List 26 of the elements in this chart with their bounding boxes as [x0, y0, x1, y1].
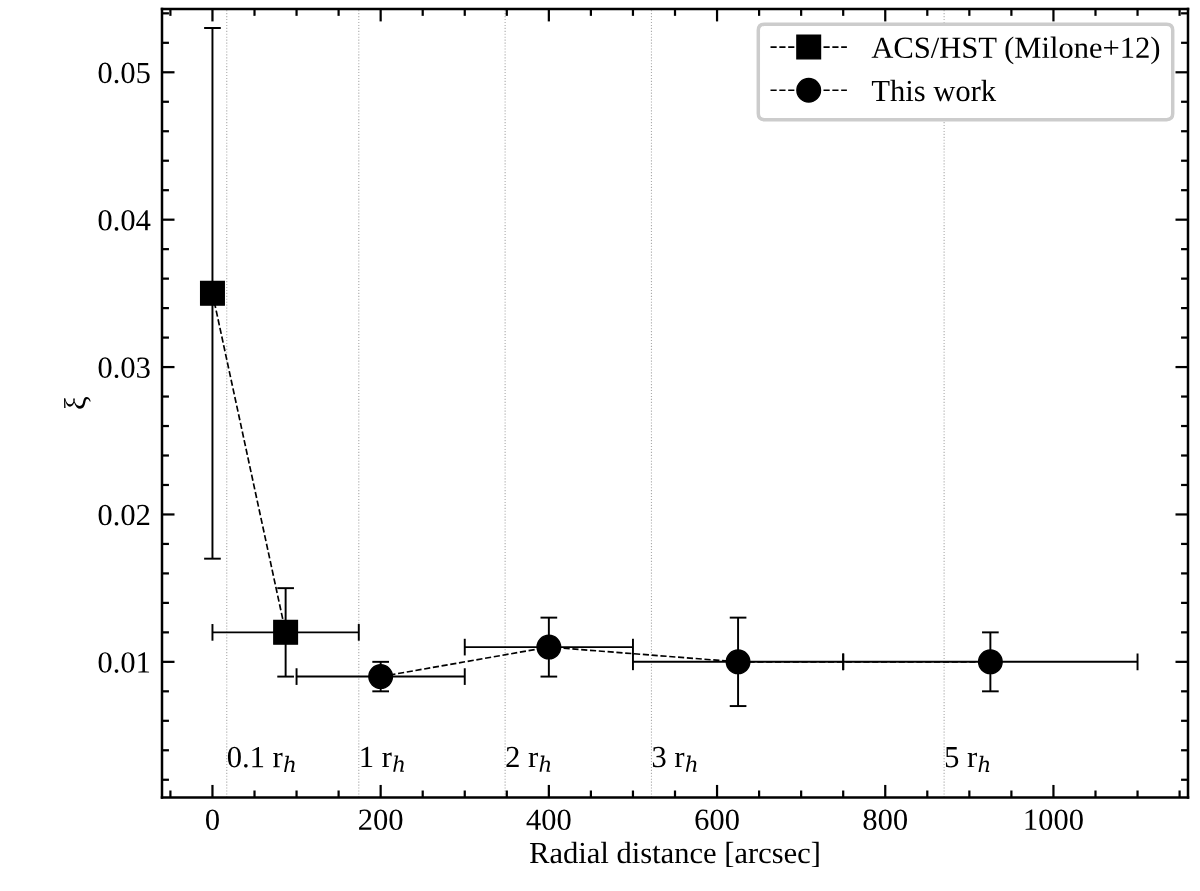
ref-line-label: 2 r$_{h}$ — [506, 746, 551, 772]
y-tick-label: 0.04 — [98, 209, 151, 231]
x-tick-label: 400 — [526, 809, 571, 831]
ref-line-label: 3 r$_{h}$ — [652, 746, 697, 772]
legend-label: This work — [871, 79, 997, 102]
point — [273, 619, 299, 645]
x-tick-label: 600 — [695, 809, 739, 831]
x-tick-label: 1000 — [1025, 809, 1083, 831]
y-tick-label: 0.05 — [98, 62, 150, 84]
x-tick-label: 0 — [205, 809, 219, 831]
y-tick-label: 0.03 — [98, 357, 150, 379]
ref-line-label: 5 r$_{h}$ — [945, 747, 990, 772]
point — [199, 280, 225, 306]
ref-line-label: 0.1 r$_{h}$ — [227, 746, 295, 772]
y-tick-label: 0.02 — [98, 504, 150, 526]
y-axis-title: ξ — [64, 397, 91, 409]
point — [977, 649, 1003, 675]
x-tick-label: 200 — [359, 809, 403, 831]
point — [536, 634, 562, 660]
point — [725, 649, 751, 675]
y-tick-label: 0.01 — [98, 652, 150, 673]
point — [368, 664, 394, 690]
x-axis-title: Radial distance [arcsec] — [529, 841, 819, 868]
x-tick-label: 800 — [863, 809, 907, 831]
ref-line-label: 1 r$_{h}$ — [361, 746, 404, 772]
legend-label: ACS/HST (Milone+12) — [871, 36, 1160, 65]
